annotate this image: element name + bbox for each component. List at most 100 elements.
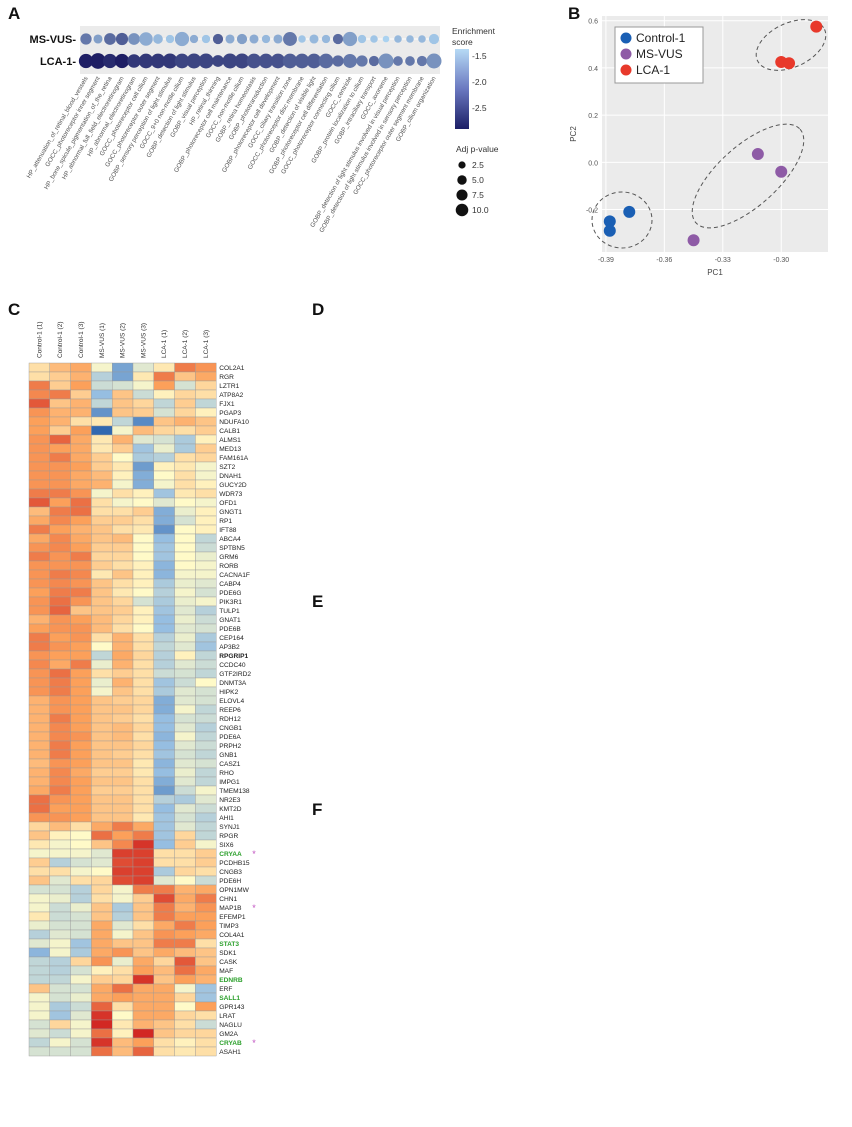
heatmap-cell [49, 542, 71, 553]
heatmap-cell [91, 821, 113, 832]
heatmap-cell [49, 740, 71, 751]
heatmap-cell [174, 956, 196, 967]
heatmap-cell [28, 569, 50, 580]
heatmap-cell [111, 785, 134, 796]
heatmap-cell [28, 974, 50, 985]
heatmap-cell [153, 659, 175, 670]
heatmap-cell [153, 380, 175, 391]
heatmap-cell [174, 776, 196, 787]
heatmap-cell [174, 560, 196, 571]
heatmap-cell [153, 947, 175, 958]
heatmap-cell [195, 1019, 217, 1030]
heatmap-cell [132, 1037, 154, 1048]
enrichment-dot [80, 33, 92, 45]
row-label: AP3B2 [219, 644, 240, 651]
heatmap-cell [132, 650, 154, 661]
heatmap-cell [49, 443, 71, 454]
heatmap-cell [28, 848, 50, 859]
heatmap-cell [70, 776, 92, 787]
heatmap-cell [195, 542, 217, 553]
heatmap-cell [91, 497, 113, 508]
heatmap-cell [28, 866, 50, 877]
heatmap-cell [132, 749, 154, 760]
heatmap-cell [195, 398, 217, 409]
heatmap-cell [174, 416, 196, 427]
heatmap-cell [195, 776, 217, 787]
heatmap-cell [70, 812, 92, 823]
heatmap-cell [174, 1001, 196, 1012]
heatmap-cell [132, 587, 154, 598]
heatmap-cell [111, 452, 134, 463]
heatmap-cell [91, 614, 113, 625]
heatmap-cell [174, 488, 196, 499]
heatmap-cell [153, 920, 175, 931]
heatmap-cell [111, 506, 134, 517]
heatmap-cell [195, 839, 217, 850]
heatmap-cell [132, 551, 154, 562]
row-label: PCDHB15 [219, 860, 250, 867]
heatmap-cell [153, 506, 175, 517]
heatmap-cell [174, 821, 196, 832]
heatmap-cell [91, 587, 113, 598]
heatmap-cell [28, 551, 50, 562]
heatmap-cell [28, 623, 50, 634]
heatmap-cell [174, 749, 196, 760]
heatmap-cell [91, 1028, 113, 1039]
row-label: ERF [219, 986, 232, 993]
heatmap-cell [91, 533, 113, 544]
heatmap-cell [132, 866, 154, 877]
heatmap-cell [174, 596, 196, 607]
heatmap-cell [91, 938, 113, 949]
heatmap-cell [70, 1028, 92, 1039]
row-label: WDR73 [219, 491, 242, 498]
heatmap-cell [49, 848, 71, 859]
heatmap-cell [70, 785, 92, 796]
heatmap-cell [91, 884, 113, 895]
heatmap-cell [174, 461, 196, 472]
heatmap-cell [70, 1037, 92, 1048]
enrichment-dot [249, 34, 259, 44]
heatmap-cell [28, 1019, 50, 1030]
heatmap-cell [195, 965, 217, 976]
heatmap-cell [70, 587, 92, 598]
heatmap-cell [111, 623, 134, 634]
heatmap-cell [111, 821, 134, 832]
heatmap-cell [49, 776, 71, 787]
heatmap-cell [49, 488, 71, 499]
pca-point [751, 148, 764, 161]
heatmap-cell [111, 686, 134, 697]
heatmap-cell [91, 425, 113, 436]
heatmap-cell [49, 866, 71, 877]
heatmap-cell [91, 506, 113, 517]
enrichment-dot [261, 34, 271, 44]
heatmap-cell [111, 515, 134, 526]
heatmap-cell [132, 983, 154, 994]
heatmap-cell [174, 902, 196, 913]
heatmap-cell [70, 452, 92, 463]
heatmap-cell [28, 389, 50, 400]
heatmap-cell [132, 713, 154, 724]
enrichment-dot [283, 32, 297, 46]
heatmap-cell [195, 1046, 217, 1057]
row-label: RP1 [219, 518, 232, 525]
heatmap-cell [70, 947, 92, 958]
heatmap-cell [70, 695, 92, 706]
heatmap-cell [153, 407, 175, 418]
row-label: SALL1 [219, 995, 240, 1002]
color-legend-bar [455, 49, 469, 129]
heatmap-cell [153, 524, 175, 535]
heatmap-cell [70, 1010, 92, 1021]
heatmap-cell [91, 668, 113, 679]
row-label: GNB1 [219, 752, 237, 759]
legend-label: LCA-1 [636, 63, 670, 77]
heatmap-cell [132, 371, 154, 382]
heatmap-cell [195, 452, 217, 463]
column-label: Control-1 (2) [57, 322, 64, 358]
heatmap-cell [70, 758, 92, 769]
heatmap-cell [195, 713, 217, 724]
heatmap-cell [70, 407, 92, 418]
cluster-ellipse [755, 19, 827, 71]
heatmap-cell [195, 470, 217, 481]
heatmap-cell [28, 497, 50, 508]
heatmap-cell [70, 515, 92, 526]
